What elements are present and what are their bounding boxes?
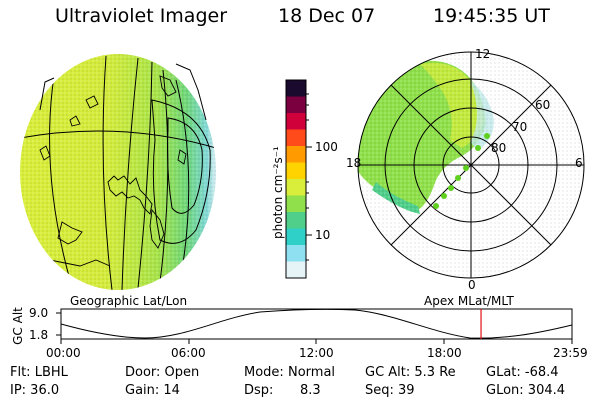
colorbar-label-10: 10 (315, 228, 331, 242)
station-dots (433, 133, 490, 209)
left-map-caption: Geographic Lat/Lon (70, 294, 188, 308)
mlat-label-80: 80 (491, 141, 507, 155)
mlat-label-70: 70 (512, 120, 528, 134)
info-door: Door: Open (125, 365, 200, 380)
mlt-label-12: 12 (475, 47, 491, 61)
colorbar-band (286, 146, 306, 163)
timeline-ytick-high: 9.0 (29, 306, 49, 320)
colorbar-frame (285, 79, 307, 279)
observation-time: 19:45:35 UT (433, 5, 550, 27)
info-filter: Flt: LBHL (10, 365, 68, 380)
colorbar-band (286, 195, 306, 213)
colorbar-band (286, 228, 306, 246)
instrument-title: Ultraviolet Imager (55, 5, 228, 27)
altitude-curve (60, 308, 573, 339)
timeline-ylabel: GC Alt (11, 307, 25, 345)
colorbar-band (286, 129, 306, 147)
colorbar-band (286, 261, 306, 279)
timeline-xtick-0000: 00:00 (46, 346, 81, 360)
colorbar-band (286, 96, 306, 114)
timeline-ticks (56, 312, 573, 344)
info-mode-label: Mode: (244, 365, 284, 380)
globe-meridians (49, 55, 190, 290)
info-mode-value: Normal (288, 365, 336, 380)
colorbar-units-text: photon cm⁻²s⁻¹ (271, 146, 285, 239)
mlt-label-6: 6 (575, 156, 583, 170)
info-dsp-label: Dsp: (244, 383, 274, 398)
timeline-ytick-low: 1.8 (29, 328, 49, 342)
info-glat: GLat: -68.4 (486, 365, 559, 380)
timeline-xtick-2359: 23:59 (553, 346, 588, 360)
geographic-map (20, 54, 216, 290)
timeline-xtick-1200: 12:00 (299, 346, 334, 360)
info-dsp-value: 8.3 (300, 383, 321, 398)
timeline-xtick-0600: 06:00 (171, 346, 206, 360)
info-gain: Gain: 14 (125, 383, 180, 398)
colorbar-band (286, 113, 306, 130)
colorbar-band (286, 80, 306, 97)
info-gc-alt: GC Alt: 5.3 Re (365, 365, 456, 380)
colorbar (285, 79, 312, 279)
info-ip: IP: 36.0 (10, 383, 60, 398)
timeline-xtick-1800: 18:00 (427, 346, 462, 360)
altitude-timeline (56, 308, 573, 344)
colorbar-band (286, 179, 306, 196)
info-glon: GLon: 304.4 (486, 383, 566, 398)
mlat-label-60: 60 (535, 98, 551, 112)
polar-map (357, 51, 585, 279)
colorbar-label-100: 100 (315, 140, 338, 154)
polar-grid (357, 51, 585, 279)
mlt-label-0: 0 (468, 278, 476, 292)
coastlines (21, 75, 187, 267)
mlt-label-18: 18 (346, 156, 362, 170)
colorbar-band (286, 162, 306, 180)
timeline-frame (60, 308, 573, 340)
colorbar-bands (286, 80, 306, 279)
colorbar-band (286, 245, 306, 262)
colorbar-minor-ticks (306, 93, 309, 261)
colorbar-band (286, 212, 306, 229)
info-seq: Seq: 39 (365, 383, 415, 398)
observation-date: 18 Dec 07 (278, 5, 376, 27)
right-map-caption: Apex MLat/MLT (424, 294, 514, 308)
globe-parallels (20, 99, 216, 244)
